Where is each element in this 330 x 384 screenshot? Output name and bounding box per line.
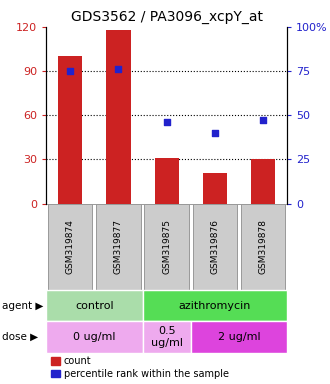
Text: 0.5
ug/ml: 0.5 ug/ml bbox=[151, 326, 182, 348]
Bar bbox=[191, 321, 287, 353]
Text: GSM319875: GSM319875 bbox=[162, 219, 171, 274]
Bar bbox=[46, 321, 143, 353]
Text: agent ▶: agent ▶ bbox=[2, 301, 43, 311]
Text: dose ▶: dose ▶ bbox=[2, 332, 38, 342]
Bar bbox=[58, 56, 82, 204]
Bar bbox=[106, 30, 131, 204]
Bar bbox=[143, 321, 191, 353]
Text: GSM319876: GSM319876 bbox=[210, 219, 219, 274]
Bar bbox=[48, 204, 92, 290]
Text: GSM319877: GSM319877 bbox=[114, 219, 123, 274]
Bar bbox=[96, 204, 141, 290]
Text: control: control bbox=[75, 301, 114, 311]
Point bbox=[116, 66, 121, 72]
Bar bbox=[143, 290, 287, 321]
Bar bbox=[145, 204, 189, 290]
Point bbox=[212, 130, 217, 136]
Legend: count, percentile rank within the sample: count, percentile rank within the sample bbox=[51, 356, 229, 379]
Point bbox=[164, 119, 169, 125]
Bar bbox=[46, 290, 143, 321]
Text: 2 ug/ml: 2 ug/ml bbox=[217, 332, 260, 342]
Bar bbox=[251, 159, 275, 204]
Bar bbox=[193, 204, 237, 290]
Bar bbox=[203, 173, 227, 204]
Point bbox=[68, 68, 73, 74]
Text: GSM319878: GSM319878 bbox=[258, 219, 268, 274]
Text: azithromycin: azithromycin bbox=[179, 301, 251, 311]
Point bbox=[260, 118, 266, 124]
Bar bbox=[241, 204, 285, 290]
Bar bbox=[154, 158, 179, 204]
Title: GDS3562 / PA3096_xcpY_at: GDS3562 / PA3096_xcpY_at bbox=[71, 10, 263, 25]
Text: 0 ug/ml: 0 ug/ml bbox=[73, 332, 116, 342]
Text: GSM319874: GSM319874 bbox=[66, 219, 75, 274]
